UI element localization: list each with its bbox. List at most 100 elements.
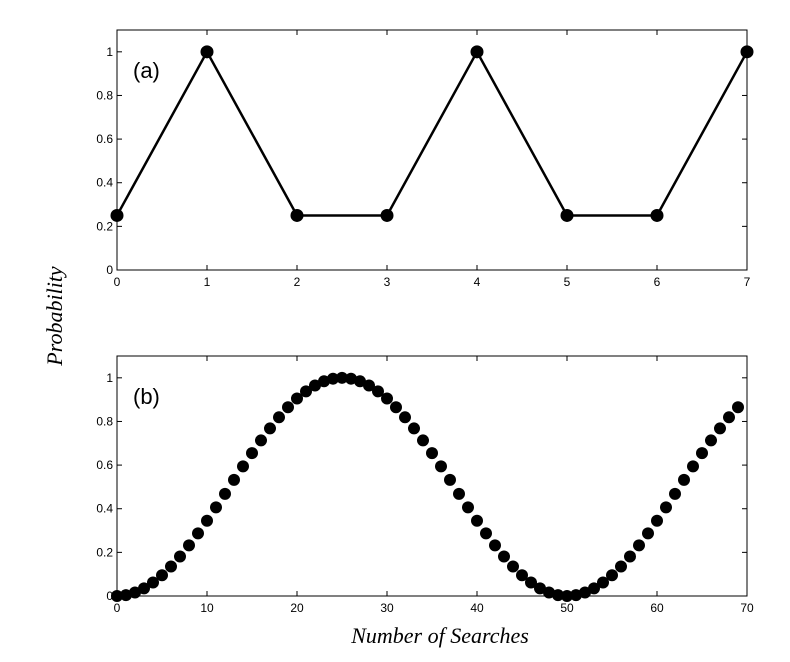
data-point	[507, 560, 519, 573]
y-tick-label: 1	[106, 45, 113, 59]
x-tick-label: 7	[744, 275, 751, 289]
data-point	[237, 460, 249, 473]
data-point	[435, 460, 447, 473]
data-point	[290, 208, 304, 222]
data-point	[606, 569, 618, 582]
data-point	[642, 527, 654, 540]
data-point	[408, 422, 420, 435]
data-point	[579, 586, 591, 599]
y-tick-label: 0.2	[96, 219, 113, 233]
y-tick-label: 0.8	[96, 88, 113, 102]
y-tick-label: 0.6	[96, 132, 113, 146]
y-tick-label: 0.6	[96, 458, 113, 472]
data-point	[399, 411, 411, 424]
x-tick-label: 6	[654, 275, 661, 289]
data-point	[660, 501, 672, 514]
data-point	[228, 473, 240, 486]
data-point	[597, 576, 609, 589]
data-point	[291, 392, 303, 405]
data-point	[165, 560, 177, 573]
x-tick-label: 3	[384, 275, 391, 289]
data-point	[327, 372, 339, 385]
data-point	[381, 392, 393, 405]
data-point	[174, 550, 186, 563]
plot-frame	[116, 29, 748, 271]
data-point	[525, 576, 537, 589]
x-axis-title: Number of Searches	[350, 623, 529, 648]
data-point	[417, 434, 429, 447]
data-point	[696, 447, 708, 460]
data-point	[345, 372, 357, 385]
data-point	[498, 550, 510, 563]
x-tick-label: 60	[650, 601, 664, 615]
data-point	[570, 589, 582, 602]
data-point	[201, 514, 213, 527]
data-point	[650, 208, 664, 222]
data-point	[489, 539, 501, 552]
data-point	[147, 576, 159, 589]
data-point	[560, 208, 574, 222]
chart-panel-a: 0 1 2 3 4 5 6 7 0 0.2 0.4 0.6 0.8 1 (a)	[96, 29, 754, 289]
data-point	[740, 45, 754, 59]
chart-panel-b: 0 10 20 30 40 50 60 70 0 0.2 0.4 0.6 0.8 1 (b)	[96, 355, 754, 615]
data-point	[264, 422, 276, 435]
data-point	[651, 514, 663, 527]
y-tick-label: 0	[106, 263, 113, 277]
data-point	[282, 401, 294, 414]
data-point	[111, 590, 123, 602]
y-axis-title: Probability	[42, 266, 67, 367]
data-point	[200, 45, 214, 59]
data-point	[129, 586, 141, 599]
y-tick-label: 1	[106, 371, 113, 385]
data-point	[669, 487, 681, 500]
data-point	[120, 589, 132, 602]
x-tick-label: 20	[290, 601, 304, 615]
data-point	[678, 473, 690, 486]
data-point	[453, 487, 465, 500]
data-point	[471, 514, 483, 527]
x-tick-label: 30	[380, 601, 394, 615]
data-point	[543, 586, 555, 599]
x-tick-label: 70	[740, 601, 754, 615]
data-point	[336, 371, 348, 384]
y-tick-label: 0.4	[96, 502, 113, 516]
data-point	[318, 375, 330, 388]
y-tick-label: 0.8	[96, 414, 113, 428]
x-tick-label: 1	[204, 275, 211, 289]
data-point	[444, 473, 456, 486]
y-tick-label: 0.2	[96, 545, 113, 559]
data-point	[363, 379, 375, 392]
x-tick-label: 0	[114, 275, 121, 289]
data-point	[633, 539, 645, 552]
data-point	[309, 379, 321, 392]
y-tick-label: 0.4	[96, 176, 113, 190]
x-tick-label: 10	[200, 601, 214, 615]
data-point	[470, 45, 484, 59]
data-point	[138, 582, 150, 595]
data-point	[156, 569, 168, 582]
plot-frame	[116, 355, 748, 597]
data-point	[273, 411, 285, 424]
data-point	[110, 208, 124, 222]
panel-label: (b)	[133, 384, 160, 409]
data-point	[561, 590, 573, 602]
data-point	[588, 582, 600, 595]
data-point	[426, 447, 438, 460]
x-tick-label: 50	[560, 601, 574, 615]
data-point	[300, 385, 312, 398]
data-point	[480, 527, 492, 540]
data-point	[210, 501, 222, 514]
x-tick-label: 5	[564, 275, 571, 289]
data-point	[219, 487, 231, 500]
data-point	[516, 569, 528, 582]
panel-label: (a)	[133, 58, 160, 83]
data-point	[246, 447, 258, 460]
x-tick-label: 4	[474, 275, 481, 289]
data-point	[705, 434, 717, 447]
data-point	[390, 401, 402, 414]
data-point	[255, 434, 267, 447]
series-line	[115, 49, 749, 217]
data-point	[380, 208, 394, 222]
data-point	[624, 550, 636, 563]
data-point	[687, 460, 699, 473]
